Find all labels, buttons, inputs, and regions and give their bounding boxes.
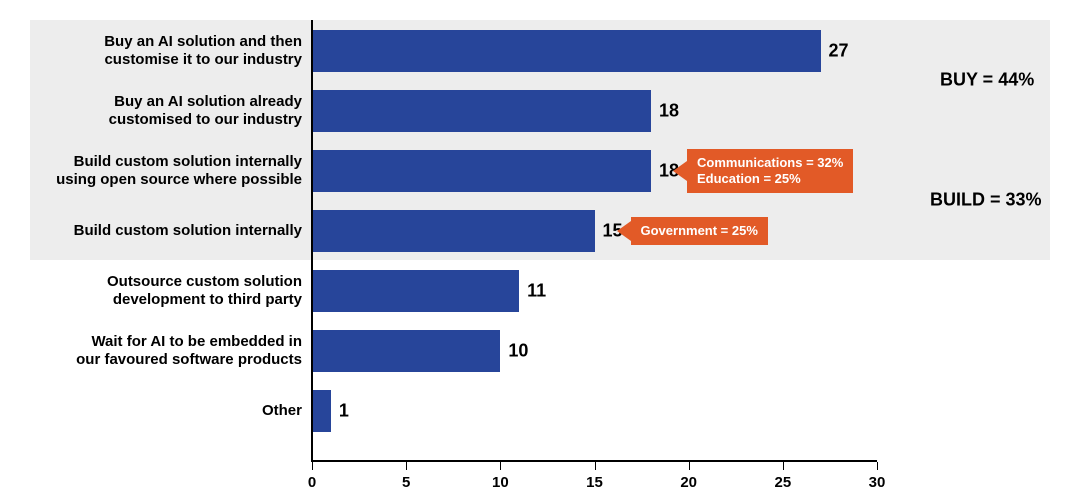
bar: 11 (312, 270, 519, 312)
x-tick-label: 5 (402, 474, 410, 491)
callout: Government = 25% (631, 217, 768, 245)
group-label: BUILD = 33% (930, 190, 1042, 211)
bar-value: 27 (829, 41, 849, 62)
bar-value: 10 (508, 341, 528, 362)
callout: Communications = 32% Education = 25% (687, 149, 853, 193)
x-tick (595, 462, 596, 470)
bar-value: 18 (659, 101, 679, 122)
bar-value: 11 (527, 281, 546, 302)
y-axis (311, 20, 313, 462)
x-tick-label: 10 (492, 474, 509, 491)
x-tick-label: 25 (774, 474, 791, 491)
x-tick-label: 0 (308, 474, 316, 491)
bar-label: Other (32, 402, 302, 420)
bar-label: Buy an AI solution already customised to… (32, 93, 302, 129)
bar: 15 (312, 210, 595, 252)
group-label: BUY = 44% (940, 70, 1034, 91)
bar-value: 1 (339, 401, 349, 422)
bar: 18 (312, 150, 651, 192)
x-tick (406, 462, 407, 470)
x-tick (783, 462, 784, 470)
bar: 10 (312, 330, 500, 372)
bar-label: Outsource custom solution development to… (32, 273, 302, 309)
bar: 27 (312, 30, 821, 72)
x-tick (312, 462, 313, 470)
bar-label: Wait for AI to be embedded in our favour… (32, 333, 302, 369)
bar-label: Build custom solution internally using o… (32, 153, 302, 189)
x-tick-label: 20 (680, 474, 697, 491)
x-tick (689, 462, 690, 470)
x-tick-label: 30 (869, 474, 886, 491)
bar-label: Build custom solution internally (32, 222, 302, 240)
bar-label: Buy an AI solution and then customise it… (32, 33, 302, 69)
bar: 18 (312, 90, 651, 132)
bar: 1 (312, 390, 331, 432)
x-tick (877, 462, 878, 470)
ai-strategy-bar-chart: BUY = 44% BUILD = 33% Buy an AI solution a… (0, 0, 1080, 502)
x-tick-label: 15 (586, 474, 603, 491)
x-tick (500, 462, 501, 470)
